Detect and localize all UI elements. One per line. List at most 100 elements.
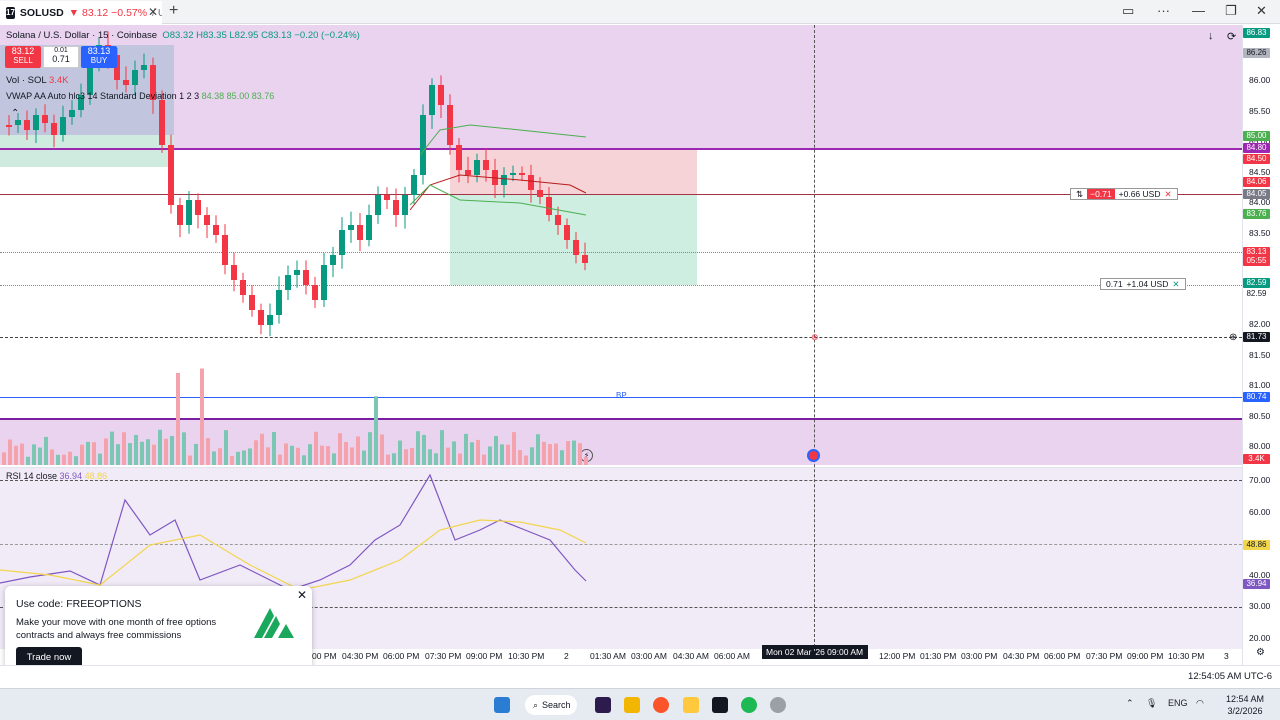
target-close-icon[interactable]: ✕ <box>1172 278 1180 289</box>
candle-body <box>573 240 579 255</box>
taskbar-search[interactable]: ⌕ Search <box>525 695 577 715</box>
maximize-icon[interactable]: ❐ <box>1225 3 1237 18</box>
brave-browser-icon[interactable] <box>653 697 669 713</box>
time-tick-label: 04:30 PM <box>342 651 379 661</box>
file-explorer-icon[interactable] <box>624 697 640 713</box>
candle-body <box>240 280 246 295</box>
reset-view-icon[interactable]: ⟳ <box>1227 31 1237 43</box>
pane-divider[interactable] <box>0 467 1242 468</box>
price-tag: 86.83 <box>1243 28 1270 38</box>
purple-lower-line[interactable] <box>0 418 1242 420</box>
stop-pl-label[interactable]: ⇅ −0.71 +0.66 USD ✕ <box>1070 188 1178 200</box>
volume-bar <box>68 451 72 465</box>
language-indicator[interactable]: ENG <box>1168 698 1188 708</box>
vwap-label[interactable]: VWAP AA Auto hlc3 14 Standard Deviation … <box>6 91 200 101</box>
price-tick-label: 80.00 <box>1249 441 1271 451</box>
volume-bar <box>350 447 354 465</box>
us-flag-event-icon[interactable] <box>807 449 820 462</box>
volume-bar <box>158 429 162 465</box>
volume-bar <box>440 430 444 465</box>
session-zone-upper <box>0 25 1242 148</box>
time-axis[interactable]: 00 PM 04:30 PM 06:00 PM 07:30 PM 09:00 PM 10:… <box>0 647 1242 665</box>
rsi-label[interactable]: RSI 14 close <box>6 471 58 481</box>
volume-bar <box>56 454 60 465</box>
time-tick-label: 10:30 PM <box>508 651 545 661</box>
minimize-icon[interactable]: — <box>1192 3 1205 18</box>
after-effects-icon[interactable] <box>595 697 611 713</box>
purple-level-line[interactable] <box>0 148 1242 150</box>
candle-body <box>339 230 345 255</box>
volume-bar <box>182 432 186 465</box>
historical-position-profit-zone <box>0 135 174 167</box>
crosshair-center-icon: ⊗ <box>811 332 819 342</box>
screen-share-icon[interactable]: ▭ <box>1122 3 1135 18</box>
spotify-icon[interactable] <box>741 697 757 713</box>
bp-level-line[interactable] <box>0 397 1242 398</box>
price-tag: 83.13 <box>1243 247 1270 257</box>
volume-bar <box>272 431 276 465</box>
more-icon[interactable]: ··· <box>1157 3 1170 18</box>
volume-bar <box>302 455 306 465</box>
candle-body <box>447 105 453 145</box>
browser-tab[interactable]: 17 SOLUSD ▼ 83.12 −0.57% / Un <box>0 1 162 24</box>
settings-gear-icon[interactable]: ⚙ <box>1256 647 1265 658</box>
taskbar-clock[interactable]: 12:54 AM 3/2/2026 <box>1226 693 1264 717</box>
rsi-legend: RSI 14 close 36.94 48.86 <box>6 471 107 481</box>
scroll-down-icon[interactable]: ↓ <box>1208 30 1214 42</box>
stop-pl-amount: +0.66 USD <box>1118 189 1161 199</box>
price-tick-label: 81.00 <box>1249 380 1271 390</box>
candle-body <box>357 225 363 240</box>
candle-body <box>393 200 399 215</box>
candle-body <box>195 200 201 215</box>
chrome-icon[interactable] <box>770 697 786 713</box>
volume-bar <box>332 453 336 465</box>
status-time[interactable]: 12:54:05 AM UTC-6 <box>1188 671 1272 682</box>
target-pl-label[interactable]: 0.71 +1.04 USD ✕ <box>1100 278 1186 290</box>
add-alert-icon[interactable]: ⊕ <box>1229 332 1238 343</box>
volume-bar <box>524 455 528 465</box>
volume-bar <box>500 444 504 465</box>
ad-body: Make your move with one month of free op… <box>16 617 217 641</box>
symbol-title[interactable]: Solana / U.S. Dollar · 15 · Coinbase <box>6 30 158 41</box>
ad-close-icon[interactable]: ✕ <box>297 588 308 602</box>
tradingview-favicon-icon: 17 <box>6 6 15 19</box>
tab-symbol: SOLUSD <box>19 6 64 19</box>
sell-button[interactable]: 83.12 SELL <box>5 46 41 68</box>
sticky-notes-icon[interactable] <box>683 697 699 713</box>
candle-body <box>267 315 273 325</box>
quantity-box[interactable]: 0.01 0.71 <box>43 46 79 68</box>
volume-bar <box>50 449 54 465</box>
windows-start-icon[interactable] <box>494 697 510 713</box>
taskbar-search-label: Search <box>542 700 571 710</box>
volume-bar <box>194 443 198 465</box>
candle-body <box>177 205 183 225</box>
volume-bar <box>446 447 450 465</box>
volume-bar <box>398 440 402 465</box>
volume-bar <box>542 441 546 465</box>
volume-bar <box>566 441 570 465</box>
volume-bar <box>26 456 30 465</box>
candle-body <box>321 265 327 300</box>
buy-button[interactable]: 83.13 BUY <box>81 46 117 68</box>
candle-body <box>123 80 129 85</box>
volume-label[interactable]: Vol · SOL <box>6 75 47 86</box>
microphone-icon[interactable]: 🎙 <box>1146 698 1158 708</box>
candle-body <box>222 235 228 265</box>
candle-body <box>294 270 300 275</box>
entry-level-line[interactable] <box>0 194 1242 195</box>
tradingview-app-icon[interactable] <box>712 697 728 713</box>
window-close-icon[interactable]: ✕ <box>1256 3 1267 18</box>
tab-close-icon[interactable]: ✕ <box>148 5 159 19</box>
candle-body <box>483 160 489 170</box>
tray-overflow-icon[interactable]: ⌃ <box>1126 698 1134 708</box>
chart-pane[interactable]: BP ⊗ ⚡ Solana / U.S. Dollar · 15 · Coinb… <box>0 25 1280 665</box>
stop-pl-value: −0.71 <box>1087 189 1115 199</box>
collapse-legend-icon[interactable]: ⌃ <box>11 108 20 119</box>
ohlc-values: O83.32 H83.35 L82.95 C83.13 −0.20 (−0.24… <box>162 30 360 41</box>
volume-legend: Vol · SOL 3.4K <box>6 75 69 86</box>
new-tab-button[interactable]: + <box>169 2 179 19</box>
stop-close-icon[interactable]: ✕ <box>1164 188 1172 199</box>
wifi-icon[interactable]: ◠ <box>1196 698 1204 708</box>
volume-bar <box>284 443 288 465</box>
trade-now-button[interactable]: Trade now <box>16 647 82 668</box>
